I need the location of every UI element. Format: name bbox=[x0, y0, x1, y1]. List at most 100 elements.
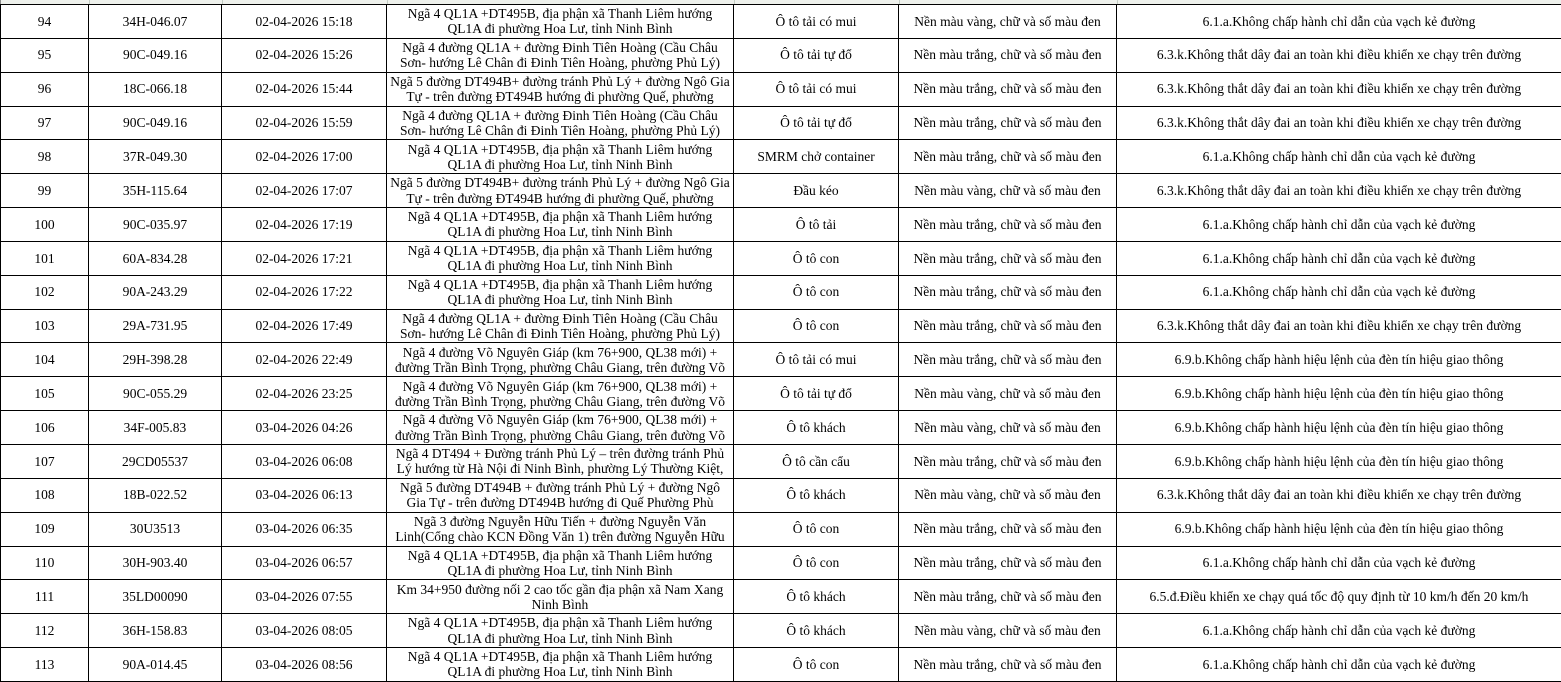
violation-time-cell: 03-04-2026 07:55 bbox=[221, 579, 387, 615]
table-row: 113 90A-014.45 03-04-2026 08:56 Ngã 4 QL… bbox=[0, 647, 1561, 682]
row-index-cell: 102 bbox=[0, 274, 89, 310]
violation-desc-cell: 6.1.a.Không chấp hành chỉ dẫn của vạch k… bbox=[1116, 647, 1561, 682]
violation-desc-cell: 6.1.a.Không chấp hành chỉ dẫn của vạch k… bbox=[1116, 613, 1561, 649]
license-plate-cell: 29H-398.28 bbox=[88, 342, 222, 378]
location-cell: Ngã 5 đường DT494B+ đường tránh Phủ Lý +… bbox=[386, 173, 734, 209]
vehicle-type-cell: Ô tô tải bbox=[733, 207, 899, 242]
violation-desc-cell: 6.1.a.Không chấp hành chỉ dẫn của vạch k… bbox=[1116, 240, 1561, 276]
plate-color-cell: Nền màu trắng, chữ và số màu đen bbox=[898, 579, 1117, 615]
location-cell: Ngã 4 đường QL1A + đường Đinh Tiên Hoàng… bbox=[386, 308, 734, 344]
plate-color-cell: Nền màu trắng, chữ và số màu đen bbox=[898, 342, 1117, 378]
license-plate-cell: 30U3513 bbox=[88, 511, 222, 547]
location-cell: Ngã 4 QL1A +DT495B, địa phận xã Thanh Li… bbox=[386, 545, 734, 581]
violation-time-cell: 02-04-2026 17:21 bbox=[221, 240, 387, 276]
vehicle-type-cell: Ô tô con bbox=[733, 308, 899, 344]
license-plate-cell: 35LD00090 bbox=[88, 579, 222, 615]
location-cell: Ngã 4 đường QL1A + đường Đinh Tiên Hoàng… bbox=[386, 105, 734, 141]
location-cell: Ngã 4 đường Võ Nguyên Giáp (km 76+900, Q… bbox=[386, 410, 734, 445]
violation-desc-cell: 6.3.k.Không thắt dây đai an toàn khi điề… bbox=[1116, 308, 1561, 344]
vehicle-type-cell: Ô tô tải có mui bbox=[733, 342, 899, 378]
table-row: 107 29CD05537 03-04-2026 06:08 Ngã 4 DT4… bbox=[0, 443, 1561, 479]
plate-color-cell: Nền màu trắng, chữ và số màu đen bbox=[898, 308, 1117, 344]
license-plate-cell: 18C-066.18 bbox=[88, 71, 222, 107]
license-plate-cell: 90A-243.29 bbox=[88, 274, 222, 310]
violation-time-cell: 02-04-2026 15:26 bbox=[221, 37, 387, 73]
violation-time-cell: 03-04-2026 04:26 bbox=[221, 410, 387, 445]
violation-time-cell: 02-04-2026 17:19 bbox=[221, 207, 387, 242]
row-index-cell: 110 bbox=[0, 545, 89, 581]
license-plate-cell: 34F-005.83 bbox=[88, 410, 222, 445]
violation-desc-cell: 6.1.a.Không chấp hành chỉ dẫn của vạch k… bbox=[1116, 139, 1561, 175]
license-plate-cell: 18B-022.52 bbox=[88, 477, 222, 513]
plate-color-cell: Nền màu vàng, chữ và số màu đen bbox=[898, 477, 1117, 513]
table-row: 108 18B-022.52 03-04-2026 06:13 Ngã 5 đư… bbox=[0, 477, 1561, 513]
location-cell: Ngã 4 QL1A +DT495B, địa phận xã Thanh Li… bbox=[386, 647, 734, 682]
table-row: 104 29H-398.28 02-04-2026 22:49 Ngã 4 đư… bbox=[0, 342, 1561, 378]
location-cell: Ngã 5 đường DT494B + đường tránh Phủ Lý … bbox=[386, 477, 734, 513]
license-plate-cell: 90A-014.45 bbox=[88, 647, 222, 682]
violation-desc-cell: 6.1.a.Không chấp hành chỉ dẫn của vạch k… bbox=[1116, 4, 1561, 39]
license-plate-cell: 36H-158.83 bbox=[88, 613, 222, 649]
table-row: 105 90C-055.29 02-04-2026 23:25 Ngã 4 đư… bbox=[0, 376, 1561, 412]
vehicle-type-cell: Ô tô con bbox=[733, 647, 899, 682]
table-row: 112 36H-158.83 03-04-2026 08:05 Ngã 4 QL… bbox=[0, 613, 1561, 649]
violation-time-cell: 02-04-2026 17:00 bbox=[221, 139, 387, 175]
table-row: 95 90C-049.16 02-04-2026 15:26 Ngã 4 đườ… bbox=[0, 37, 1561, 73]
license-plate-cell: 60A-834.28 bbox=[88, 240, 222, 276]
row-index-cell: 112 bbox=[0, 613, 89, 649]
location-cell: Ngã 4 DT494 + Đường tránh Phủ Lý – trên … bbox=[386, 443, 734, 479]
location-cell: Ngã 5 đường DT494B+ đường tránh Phủ Lý +… bbox=[386, 71, 734, 107]
plate-color-cell: Nền màu vàng, chữ và số màu đen bbox=[898, 410, 1117, 445]
license-plate-cell: 30H-903.40 bbox=[88, 545, 222, 581]
violation-desc-cell: 6.5.đ.Điều khiển xe chạy quá tốc độ quy … bbox=[1116, 579, 1561, 615]
table-row: 99 35H-115.64 02-04-2026 17:07 Ngã 5 đườ… bbox=[0, 173, 1561, 209]
row-index-cell: 96 bbox=[0, 71, 89, 107]
row-index-cell: 100 bbox=[0, 207, 89, 242]
vehicle-type-cell: Ô tô con bbox=[733, 511, 899, 547]
row-index-cell: 103 bbox=[0, 308, 89, 344]
row-index-cell: 101 bbox=[0, 240, 89, 276]
vehicle-type-cell: Ô tô tải tự đổ bbox=[733, 37, 899, 73]
violation-desc-cell: 6.9.b.Không chấp hành hiệu lệnh của đèn … bbox=[1116, 511, 1561, 547]
plate-color-cell: Nền màu trắng, chữ và số màu đen bbox=[898, 511, 1117, 547]
license-plate-cell: 29A-731.95 bbox=[88, 308, 222, 344]
location-cell: Km 34+950 đường nối 2 cao tốc gần địa ph… bbox=[386, 579, 734, 615]
row-index-cell: 107 bbox=[0, 443, 89, 479]
license-plate-cell: 90C-049.16 bbox=[88, 105, 222, 141]
table-row: 103 29A-731.95 02-04-2026 17:49 Ngã 4 đư… bbox=[0, 308, 1561, 344]
table-row: 98 37R-049.30 02-04-2026 17:00 Ngã 4 QL1… bbox=[0, 139, 1561, 175]
row-index-cell: 99 bbox=[0, 173, 89, 209]
vehicle-type-cell: Ô tô con bbox=[733, 274, 899, 310]
row-index-cell: 104 bbox=[0, 342, 89, 378]
violation-desc-cell: 6.9.b.Không chấp hành hiệu lệnh của đèn … bbox=[1116, 342, 1561, 378]
violation-time-cell: 03-04-2026 06:13 bbox=[221, 477, 387, 513]
row-index-cell: 94 bbox=[0, 4, 89, 39]
location-cell: Ngã 3 đường Nguyễn Hữu Tiến + đường Nguy… bbox=[386, 511, 734, 547]
violations-table: 94 34H-046.07 02-04-2026 15:18 Ngã 4 QL1… bbox=[0, 4, 1561, 682]
row-index-cell: 108 bbox=[0, 477, 89, 513]
vehicle-type-cell: Ô tô khách bbox=[733, 613, 899, 649]
violation-desc-cell: 6.9.b.Không chấp hành hiệu lệnh của đèn … bbox=[1116, 443, 1561, 479]
plate-color-cell: Nền màu trắng, chữ và số màu đen bbox=[898, 443, 1117, 479]
location-cell: Ngã 4 QL1A +DT495B, địa phận xã Thanh Li… bbox=[386, 4, 734, 39]
vehicle-type-cell: Ô tô khách bbox=[733, 579, 899, 615]
violation-time-cell: 02-04-2026 15:44 bbox=[221, 71, 387, 107]
violation-desc-cell: 6.3.k.Không thắt dây đai an toàn khi điề… bbox=[1116, 71, 1561, 107]
vehicle-type-cell: Ô tô tải có mui bbox=[733, 4, 899, 39]
table-row: 101 60A-834.28 02-04-2026 17:21 Ngã 4 QL… bbox=[0, 240, 1561, 276]
location-cell: Ngã 4 đường QL1A + đường Đinh Tiên Hoàng… bbox=[386, 37, 734, 73]
location-cell: Ngã 4 QL1A +DT495B, địa phận xã Thanh Li… bbox=[386, 274, 734, 310]
table-row: 96 18C-066.18 02-04-2026 15:44 Ngã 5 đườ… bbox=[0, 71, 1561, 107]
plate-color-cell: Nền màu trắng, chữ và số màu đen bbox=[898, 71, 1117, 107]
license-plate-cell: 90C-035.97 bbox=[88, 207, 222, 242]
vehicle-type-cell: Ô tô con bbox=[733, 240, 899, 276]
violation-time-cell: 02-04-2026 22:49 bbox=[221, 342, 387, 378]
location-cell: Ngã 4 QL1A +DT495B, địa phận xã Thanh Li… bbox=[386, 240, 734, 276]
row-index-cell: 105 bbox=[0, 376, 89, 412]
plate-color-cell: Nền màu trắng, chữ và số màu đen bbox=[898, 240, 1117, 276]
row-index-cell: 98 bbox=[0, 139, 89, 175]
violation-desc-cell: 6.3.k.Không thắt dây đai an toàn khi điề… bbox=[1116, 477, 1561, 513]
violation-desc-cell: 6.1.a.Không chấp hành chỉ dẫn của vạch k… bbox=[1116, 545, 1561, 581]
violations-table-body: 94 34H-046.07 02-04-2026 15:18 Ngã 4 QL1… bbox=[0, 4, 1561, 682]
